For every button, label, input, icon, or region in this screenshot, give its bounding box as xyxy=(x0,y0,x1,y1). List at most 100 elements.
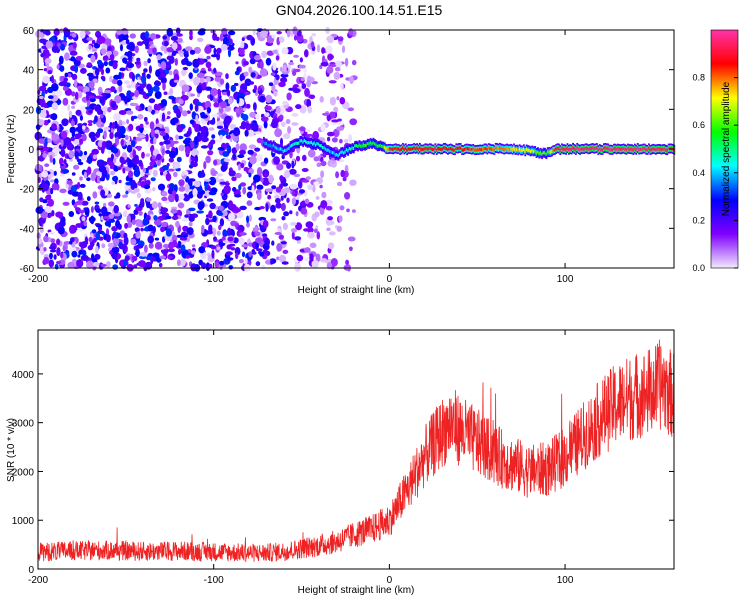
track-cell xyxy=(459,146,462,150)
noise-cell xyxy=(140,198,145,203)
track-cell xyxy=(272,143,275,147)
track-cell xyxy=(489,147,492,151)
noise-cell xyxy=(133,188,140,193)
spectrogram-x-axis-label: Height of straight line (km) xyxy=(298,285,415,296)
noise-cell xyxy=(239,88,245,94)
noise-cell xyxy=(240,40,245,49)
noise-cell xyxy=(50,36,56,43)
track-cell xyxy=(572,146,574,150)
noise-cell xyxy=(59,220,66,227)
noise-cell xyxy=(279,36,285,43)
noise-cell xyxy=(145,153,151,157)
track-cell xyxy=(328,149,331,153)
snr-y-axis-label: SNR (10 * v/v) xyxy=(6,418,17,482)
noise-cell xyxy=(146,83,152,91)
noise-cell xyxy=(225,135,232,139)
noise-cell xyxy=(48,246,55,250)
noise-cell xyxy=(49,154,53,163)
track-cell xyxy=(425,147,428,151)
noise-cell xyxy=(95,231,101,241)
track-cell xyxy=(406,148,409,152)
track-cell xyxy=(402,146,404,150)
noise-cell xyxy=(35,106,42,115)
noise-cell xyxy=(216,230,221,236)
noise-cell xyxy=(131,156,140,165)
noise-cell xyxy=(126,215,131,223)
noise-cell xyxy=(35,30,44,38)
track-cell xyxy=(563,147,566,151)
noise-cell xyxy=(237,163,242,171)
noise-cell xyxy=(276,256,280,261)
noise-cell xyxy=(335,171,340,179)
track-cell xyxy=(566,146,569,150)
track-cell xyxy=(470,148,473,152)
noise-cell xyxy=(180,258,186,267)
noise-cell xyxy=(141,151,145,159)
noise-cell xyxy=(188,207,196,212)
noise-cell xyxy=(76,259,84,268)
track-cell xyxy=(392,147,395,151)
noise-cell xyxy=(60,43,66,51)
noise-cell xyxy=(100,189,106,197)
noise-cell xyxy=(307,231,315,239)
noise-cell xyxy=(222,240,229,244)
noise-cell xyxy=(225,105,231,112)
noise-cell xyxy=(191,148,199,157)
noise-cell xyxy=(47,70,53,75)
noise-cell xyxy=(176,234,183,238)
noise-cell xyxy=(88,216,96,222)
noise-cell xyxy=(42,153,47,158)
noise-cell xyxy=(95,67,100,76)
track-cell xyxy=(264,141,267,145)
track-cell xyxy=(300,139,303,143)
noise-cell xyxy=(120,44,123,52)
noise-cell xyxy=(291,113,299,117)
noise-cell xyxy=(228,212,235,222)
track-cell xyxy=(447,148,449,152)
track-cell xyxy=(424,146,427,150)
noise-cell xyxy=(160,76,167,84)
noise-cell xyxy=(60,252,64,259)
noise-cell xyxy=(71,172,76,176)
noise-cell xyxy=(182,66,188,71)
noise-cell xyxy=(118,110,127,115)
noise-cell xyxy=(104,140,113,148)
noise-cell xyxy=(329,96,336,106)
noise-cell xyxy=(236,96,240,104)
track-cell xyxy=(629,147,632,151)
noise-cell xyxy=(227,227,232,235)
noise-cell xyxy=(149,121,155,130)
noise-cell xyxy=(128,41,135,51)
noise-cell xyxy=(131,73,135,82)
noise-cell xyxy=(39,226,44,233)
track-cell xyxy=(608,148,611,152)
track-cell xyxy=(626,146,629,151)
noise-cell xyxy=(153,80,162,87)
track-cell xyxy=(581,147,584,151)
noise-cell xyxy=(71,105,76,109)
track-cell xyxy=(628,147,631,151)
track-cell xyxy=(646,148,649,152)
noise-cell xyxy=(208,127,215,131)
noise-cell xyxy=(220,164,227,172)
noise-cell xyxy=(165,173,172,182)
track-cell xyxy=(333,151,336,155)
noise-cell xyxy=(91,39,96,45)
noise-cell xyxy=(142,39,150,45)
noise-cell xyxy=(125,38,130,45)
noise-cell xyxy=(215,139,223,143)
noise-cell xyxy=(296,30,302,37)
noise-cell xyxy=(73,203,78,209)
noise-cell xyxy=(223,230,229,237)
track-cell xyxy=(496,146,499,150)
track-cell xyxy=(548,150,551,154)
noise-cell xyxy=(191,244,196,248)
noise-cell xyxy=(204,45,212,54)
track-cell xyxy=(598,147,601,151)
noise-cell xyxy=(47,119,51,123)
noise-cell xyxy=(169,150,176,159)
track-cell xyxy=(476,148,479,152)
noise-cell xyxy=(348,28,354,36)
noise-cell xyxy=(97,59,103,66)
